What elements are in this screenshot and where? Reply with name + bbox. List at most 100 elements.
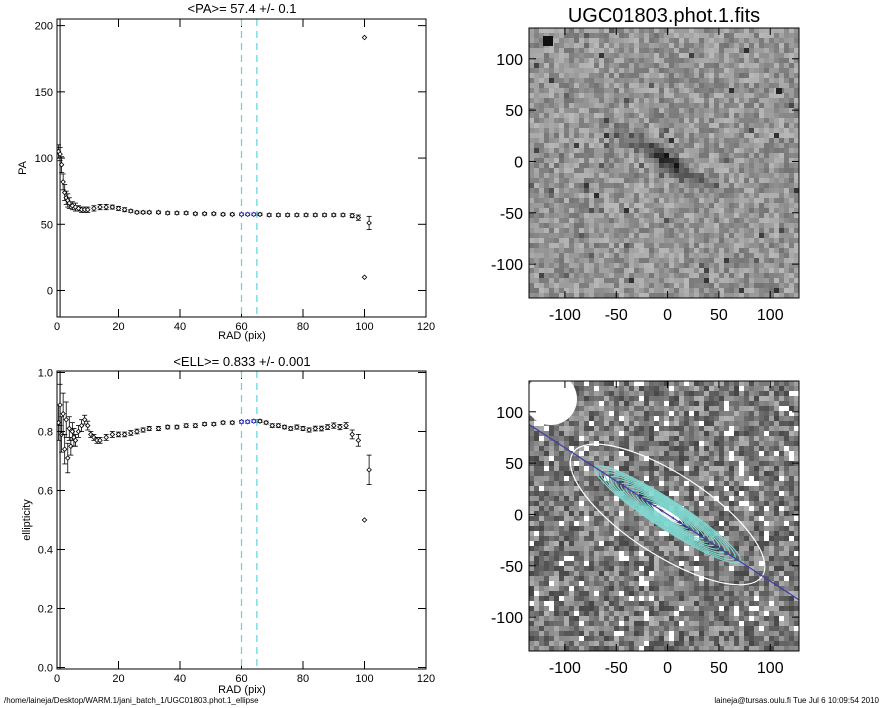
image-pixel [589,576,595,582]
image-pixel [644,461,650,467]
image-pixel [724,118,730,124]
image-pixel [749,118,755,124]
image-pixel [534,58,540,64]
mask-pixel [584,561,590,567]
image-pixel [654,566,660,572]
image-pixel [564,466,570,472]
image-pixel [644,466,650,472]
image-pixel [719,48,725,54]
mask-pixel [594,386,600,392]
image-pixel [659,28,665,34]
image-pixel [609,153,615,159]
image-pixel [659,98,665,104]
image-pixel [539,188,545,194]
image-pixel [559,138,565,144]
image-pixel [719,283,725,289]
image-pixel [754,278,760,284]
image-pixel [779,108,785,114]
image-pixel [529,506,535,512]
image-pixel [529,153,535,159]
image-pixel [574,58,580,64]
image-pixel [749,93,755,99]
image-pixel [714,138,720,144]
mask-pixel [534,591,540,597]
image-pixel [639,103,645,109]
image-pixel [629,451,635,457]
image-pixel [629,626,635,632]
image-pixel [734,48,740,54]
image-pixel [684,78,690,84]
image-pixel [579,431,585,437]
image-pixel [734,108,740,114]
image-pixel [734,243,740,249]
image-pixel [589,431,595,437]
ell-point [60,411,66,417]
image-pixel [724,143,730,149]
image-pixel [784,273,790,279]
image-pixel [754,218,760,224]
image-pixel [594,521,600,527]
image-pixel [784,248,790,254]
image-pixel [634,283,640,289]
ell-ytick-label: 0.8 [38,426,53,438]
image-pixel [604,546,610,552]
image-pixel [689,183,695,189]
mask-pixel [614,496,620,502]
image-pixel [599,451,605,457]
image-pixel [764,198,770,204]
image-pixel [664,561,670,567]
image-pixel [624,98,630,104]
image-pixel [604,288,610,294]
image-pixel [654,386,660,392]
image-pixel [634,78,640,84]
ell-xtick-label: 80 [297,673,309,685]
image-pixel [664,58,670,64]
image-pixel [574,218,580,224]
image-pixel [629,606,635,612]
image-pixel [544,586,550,592]
image-pixel [784,58,790,64]
image-pixel [674,193,680,199]
image-pixel [719,158,725,164]
image-pixel [779,278,785,284]
image-pixel [724,78,730,84]
image-pixel [649,636,655,642]
image-pixel [734,58,740,64]
image-pixel [619,158,625,164]
image-pixel [634,401,640,407]
image-pixel [554,436,560,442]
image-pixel [534,68,540,74]
image-pixel [544,198,550,204]
image-pixel [664,68,670,74]
image-pixel [644,163,650,169]
image-pixel [654,83,660,89]
image-pixel [784,108,790,114]
image-pixel [594,218,600,224]
image-pixel [639,98,645,104]
image-pixel [684,63,690,69]
image-pixel [539,253,545,259]
image-pixel [769,133,775,139]
image-pixel [624,641,630,647]
image-pixel [544,73,550,79]
image-pixel [559,576,565,582]
image-pixel [539,541,545,547]
image-pixel [654,73,660,79]
image-pixel [604,203,610,209]
image-pixel [649,223,655,229]
image-pixel [609,461,615,467]
image-pixel [574,471,580,477]
image-pixel [714,43,720,49]
image-pixel [649,73,655,79]
image-pixel [749,258,755,264]
image-pixel [649,273,655,279]
image-pixel [584,626,590,632]
image-pixel [654,118,660,124]
image-pixel [634,441,640,447]
image-pixel [589,243,595,249]
image-pixel [779,263,785,269]
image-pixel [629,546,635,552]
image-pixel [569,218,575,224]
mask-pixel [639,531,645,537]
